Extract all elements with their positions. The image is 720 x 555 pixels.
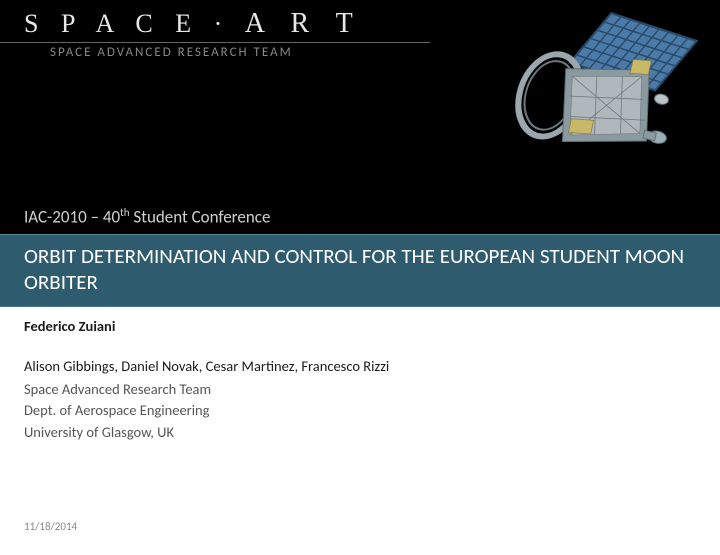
satellite-graphic [495,0,715,175]
presentation-title: ORBIT DETERMINATION AND CONTROL FOR THE … [24,243,696,296]
logo-block: S P A C E · A R T SPACE ADVANCED RESEARC… [0,8,430,60]
logo-dot: · [214,9,231,38]
date-stamp: 11/18/2014 [24,520,77,533]
affiliation-team: Space Advanced Research Team [24,379,696,401]
affiliation-univ: University of Glasgow, UK [24,422,696,444]
satellite-svg [495,0,715,175]
logo-wordmark: S P A C E · A R T [0,8,430,40]
secondary-authors: Alison Gibbings, Daniel Novak, Cesar Mar… [24,357,696,375]
conference-label: IAC-2010 – 40th Student Conference [24,206,270,228]
logo-left: S P A C E [24,9,199,38]
affiliation-dept: Dept. of Aerospace Engineering [24,400,696,422]
logo-subtitle: SPACE ADVANCED RESEARCH TEAM [0,45,430,60]
title-bar: ORBIT DETERMINATION AND CONTROL FOR THE … [0,234,720,307]
hero-black-section: S P A C E · A R T SPACE ADVANCED RESEARC… [0,0,720,234]
primary-author: Federico Zuiani [24,317,696,335]
conference-prefix: IAC-2010 – 40 [24,207,120,228]
logo-divider [0,42,430,43]
author-section: Federico Zuiani Alison Gibbings, Daniel … [0,307,720,555]
conference-suffix: Student Conference [130,207,271,228]
conference-ordinal: th [120,206,129,219]
logo-right: A R T [245,8,363,39]
